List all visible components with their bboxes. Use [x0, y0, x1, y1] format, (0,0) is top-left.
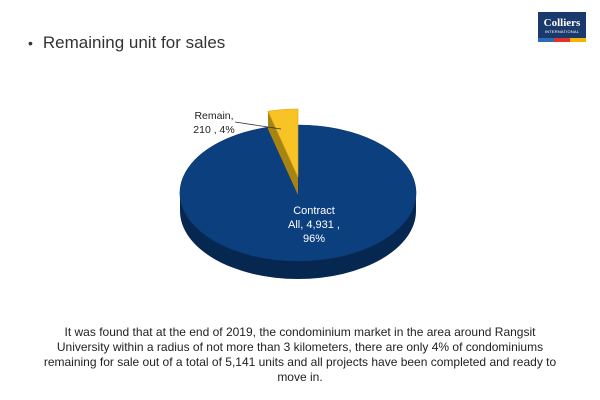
data-label-remain: 210 , 4% — [193, 124, 234, 136]
leader-line-remain — [234, 121, 282, 130]
logo-name: Colliers — [543, 17, 581, 29]
bullet-icon: • — [28, 35, 33, 51]
data-label-remain: Remain, — [194, 110, 233, 122]
logo-stripe-blue — [538, 38, 554, 42]
data-label-contract: All, 4,931 , — [288, 219, 340, 231]
pie-slice-remain — [267, 108, 299, 178]
pie-side-contract — [180, 193, 416, 279]
logo-tagline: INTERNATIONAL — [544, 29, 580, 34]
pie-chart: Contract All, 4,931 , 96% Remain, 210 , 4% — [179, 108, 417, 279]
data-label-contract: Contract — [293, 205, 335, 217]
logo-stripe-yellow — [570, 38, 586, 42]
pie-side-remain — [268, 111, 298, 195]
chart-caption: It was found that at the end of 2019, th… — [43, 325, 557, 384]
data-label-contract: 96% — [303, 233, 325, 245]
slide-title-text: Remaining unit for sales — [42, 33, 226, 52]
logo-stripe — [538, 38, 586, 42]
logo-stripe-red — [554, 38, 570, 42]
colliers-logo: Colliers INTERNATIONAL — [538, 12, 586, 42]
slide-title: • Remaining unit for sales — [28, 33, 225, 53]
